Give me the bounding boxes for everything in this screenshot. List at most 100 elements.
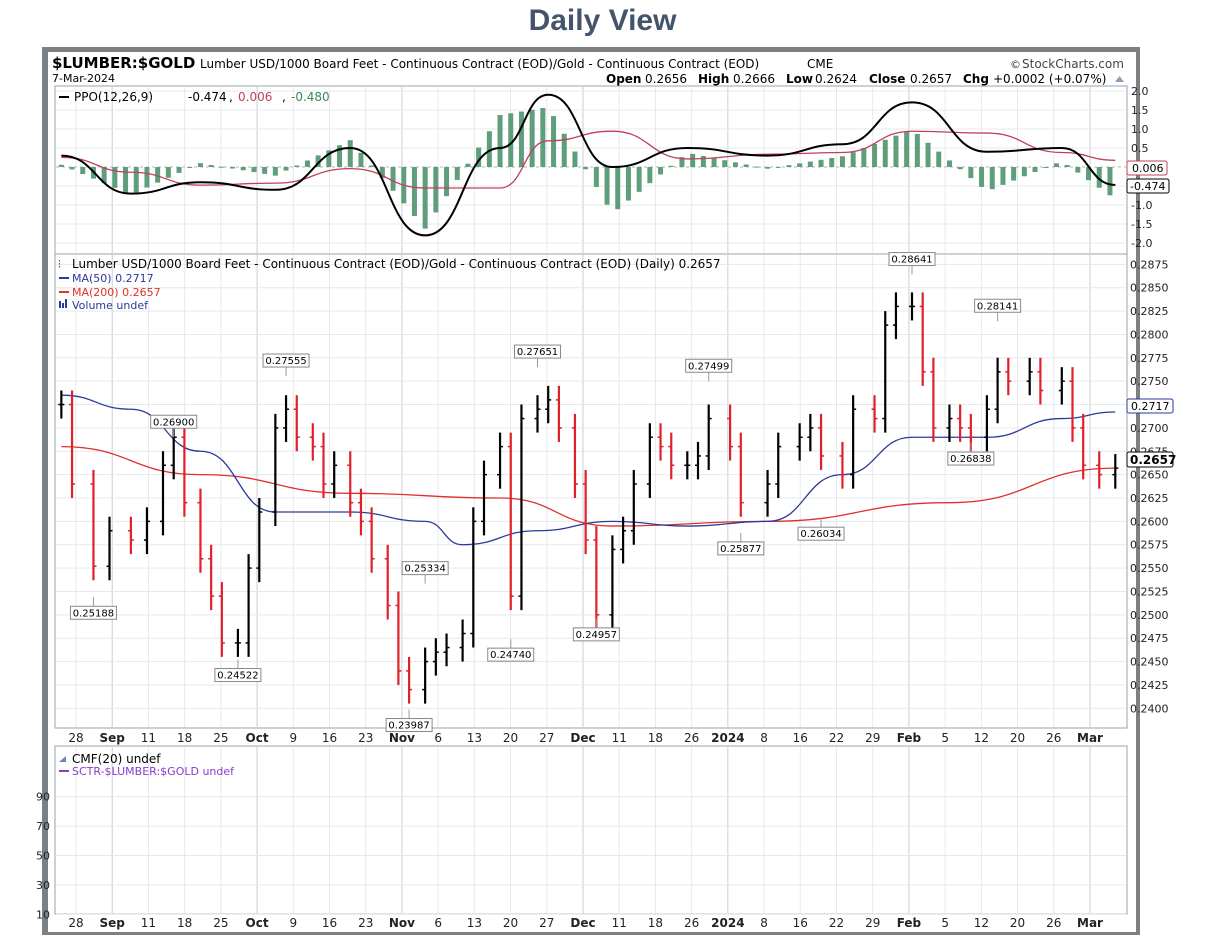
price-y-tick: 0.2750: [1130, 375, 1169, 388]
triangle-up-icon: [1115, 76, 1124, 82]
ppo-histogram-bar: [1043, 167, 1049, 168]
annotation-box: [150, 414, 198, 429]
chart-area: [48, 52, 1136, 932]
ppo-histogram-bar: [422, 167, 428, 229]
ppo-histogram-bar: [807, 161, 813, 167]
x-axis-label: 23: [358, 916, 373, 930]
x-axis-label: 2024: [711, 916, 744, 930]
ppo-histogram-bar: [946, 160, 952, 167]
price-y-tick: 0.2575: [1130, 539, 1169, 552]
ppo-histogram-bar: [861, 148, 867, 167]
close-value: 0.2657: [910, 72, 952, 86]
x-axis-label: 26: [684, 731, 699, 745]
ppo-legend-signal: 0.006: [238, 90, 272, 104]
volume-legend: Volume undef: [72, 299, 149, 312]
x-axis-label: 27: [539, 916, 554, 930]
watermark-icon: ©: [1010, 58, 1021, 71]
ppo-histogram-bar: [272, 167, 278, 176]
x-axis-label: 29: [865, 916, 880, 930]
ppo-histogram-bar: [551, 116, 557, 167]
svg-text:,: ,: [229, 90, 233, 104]
ppo-histogram-bar: [230, 167, 236, 169]
x-axis-label: 8: [760, 916, 768, 930]
ppo-panel: [54, 85, 1128, 255]
page-title: Daily View: [528, 4, 677, 37]
x-axis-label: 16: [793, 731, 808, 745]
close-label: Close: [869, 72, 905, 86]
x-axis-label: 2024: [711, 731, 744, 745]
ppo-histogram-bar: [187, 167, 193, 169]
annotation-box: [888, 252, 936, 267]
ppo-histogram-bar: [240, 167, 246, 171]
watermark: StockCharts.com: [1022, 57, 1124, 71]
ppo-histogram-bar: [786, 165, 792, 167]
x-axis-label: 18: [177, 916, 192, 930]
price-y-tick: 0.2475: [1130, 632, 1169, 645]
ppo-histogram-bar: [369, 165, 375, 167]
ppo-histogram-bar: [1000, 167, 1006, 185]
ppo-histogram-bar: [1107, 167, 1113, 196]
ppo-histogram-bar: [165, 167, 171, 178]
open-label: Open: [606, 72, 641, 86]
ma200-line: [61, 445, 1116, 527]
ppo-histogram-bar: [797, 163, 803, 167]
ma200-legend: MA(200) 0.2657: [72, 286, 161, 299]
symbol-title: $LUMBER:$GOLD: [52, 54, 195, 72]
x-axis-label: 28: [68, 916, 83, 930]
price-y-tick: 0.2525: [1130, 585, 1169, 598]
low-value: 0.2624: [815, 72, 857, 86]
x-axis-label: 12: [974, 731, 989, 745]
ppo-value-badge-text: -0.474: [1130, 180, 1165, 193]
ppo-histogram-bar: [957, 167, 963, 170]
annotation-box: [572, 627, 620, 642]
annotation-label: 0.25877: [720, 544, 761, 555]
ppo-histogram-bar: [219, 166, 225, 168]
ppo-histogram-bar: [454, 167, 460, 180]
ppo-signal-line: [61, 130, 1116, 189]
annotation-label: 0.27555: [265, 356, 306, 367]
ppo-histogram-bar: [251, 167, 257, 173]
ppo-histogram-bar: [1064, 164, 1070, 167]
x-axis-label: 20: [503, 731, 518, 745]
x-axis-label: 16: [793, 916, 808, 930]
ppo-y-tick: 1.5: [1131, 104, 1149, 117]
annotation-box: [262, 353, 310, 368]
ppo-histogram-bar: [497, 115, 503, 167]
price-y-tick: 0.2600: [1130, 515, 1169, 528]
ppo-histogram-bar: [593, 167, 599, 187]
ppo-histogram-bar: [540, 108, 546, 167]
ppo-histogram-bar: [155, 167, 161, 183]
x-axis-label: Oct: [246, 916, 269, 930]
price-panel: [54, 253, 1128, 729]
ppo-histogram-bar: [989, 167, 995, 190]
x-axis-label: Feb: [897, 731, 922, 745]
x-axis-label: 20: [1010, 731, 1025, 745]
price-y-tick: 0.2850: [1130, 282, 1169, 295]
ppo-histogram-bar: [123, 167, 129, 193]
ppo-histogram-bar: [144, 167, 150, 188]
ppo-histogram-bar: [80, 167, 86, 175]
x-axis-label: 20: [1010, 916, 1025, 930]
annotation-label: 0.27651: [517, 347, 558, 358]
ppo-histogram-bar: [765, 167, 771, 169]
ppo-histogram-bar: [208, 164, 214, 167]
price-y-tick: 0.2800: [1130, 328, 1169, 341]
annotation-box: [69, 605, 117, 620]
ppo-histogram-bar: [476, 147, 482, 167]
cmf-y-tick: 50: [36, 850, 50, 863]
annotation-box: [487, 647, 535, 662]
ppo-histogram-bar: [668, 165, 674, 167]
annotation-box: [401, 561, 449, 576]
chart-date: 7-Mar-2024: [52, 72, 115, 85]
annotation-box: [214, 668, 262, 683]
x-axis-label: 18: [648, 916, 663, 930]
ppo-histogram-bar: [508, 113, 514, 167]
ppo-histogram-bar: [615, 167, 621, 210]
annotation-box: [797, 526, 845, 541]
x-axis-label: Sep: [100, 916, 126, 930]
cmf-y-tick: 70: [36, 820, 50, 833]
ppo-histogram-bar: [1086, 167, 1092, 181]
annotation-label: 0.23987: [388, 721, 429, 732]
x-axis-label: 11: [612, 731, 627, 745]
cmf-legend: CMF(20) undef: [72, 752, 161, 766]
